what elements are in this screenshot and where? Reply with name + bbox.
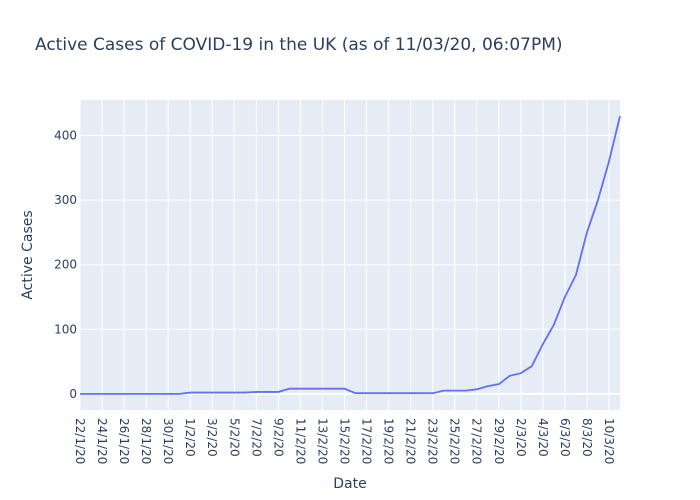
x-tick-label: 2/3/20 (514, 418, 528, 457)
x-tick-label: 15/2/20 (337, 418, 351, 464)
y-tick-labels: 0 100 200 300 400 (54, 129, 77, 401)
x-tick-labels: 22/1/20 24/1/20 26/1/20 28/1/20 30/1/20 1/2/2… (73, 418, 616, 464)
y-tick-label: 100 (54, 322, 77, 336)
x-tick-label: 21/2/20 (404, 418, 418, 464)
x-tick-label: 6/3/20 (558, 418, 572, 457)
x-tick-label: 3/2/20 (205, 418, 219, 457)
x-tick-label: 7/2/20 (249, 418, 263, 457)
x-tick-label: 29/2/20 (492, 418, 506, 464)
y-tick-label: 0 (69, 387, 77, 401)
x-tick-label: 10/3/20 (602, 418, 616, 464)
x-tick-label: 4/3/20 (536, 418, 550, 457)
x-tick-label: 19/2/20 (382, 418, 396, 464)
x-tick-label: 27/2/20 (470, 418, 484, 464)
x-tick-label: 9/2/20 (271, 418, 285, 457)
x-tick-label: 13/2/20 (315, 418, 329, 464)
x-tick-label: 28/1/20 (139, 418, 153, 464)
x-tick-label: 1/2/20 (183, 418, 197, 457)
x-tick-label: 23/2/20 (426, 418, 440, 464)
chart-title: Active Cases of COVID-19 in the UK (as o… (35, 35, 563, 55)
x-tick-label: 25/2/20 (448, 418, 462, 464)
x-tick-label: 30/1/20 (161, 418, 175, 464)
x-tick-label: 11/2/20 (293, 418, 307, 464)
y-axis-title: Active Cases (20, 210, 36, 299)
y-tick-label: 200 (54, 258, 77, 272)
x-tick-label: 8/3/20 (580, 418, 594, 457)
y-tick-label: 300 (54, 193, 77, 207)
y-tick-label: 400 (54, 129, 77, 143)
plot-area (80, 100, 620, 410)
series-line (80, 115, 621, 395)
x-gridlines (79, 100, 610, 410)
x-tick-label: 5/2/20 (227, 418, 241, 457)
x-tick-label: 26/1/20 (117, 418, 131, 464)
x-tick-label: 17/2/20 (360, 418, 374, 464)
x-axis-title: Date (333, 476, 366, 492)
x-tick-label: 22/1/20 (73, 418, 87, 464)
x-tick-label: 24/1/20 (95, 418, 109, 464)
